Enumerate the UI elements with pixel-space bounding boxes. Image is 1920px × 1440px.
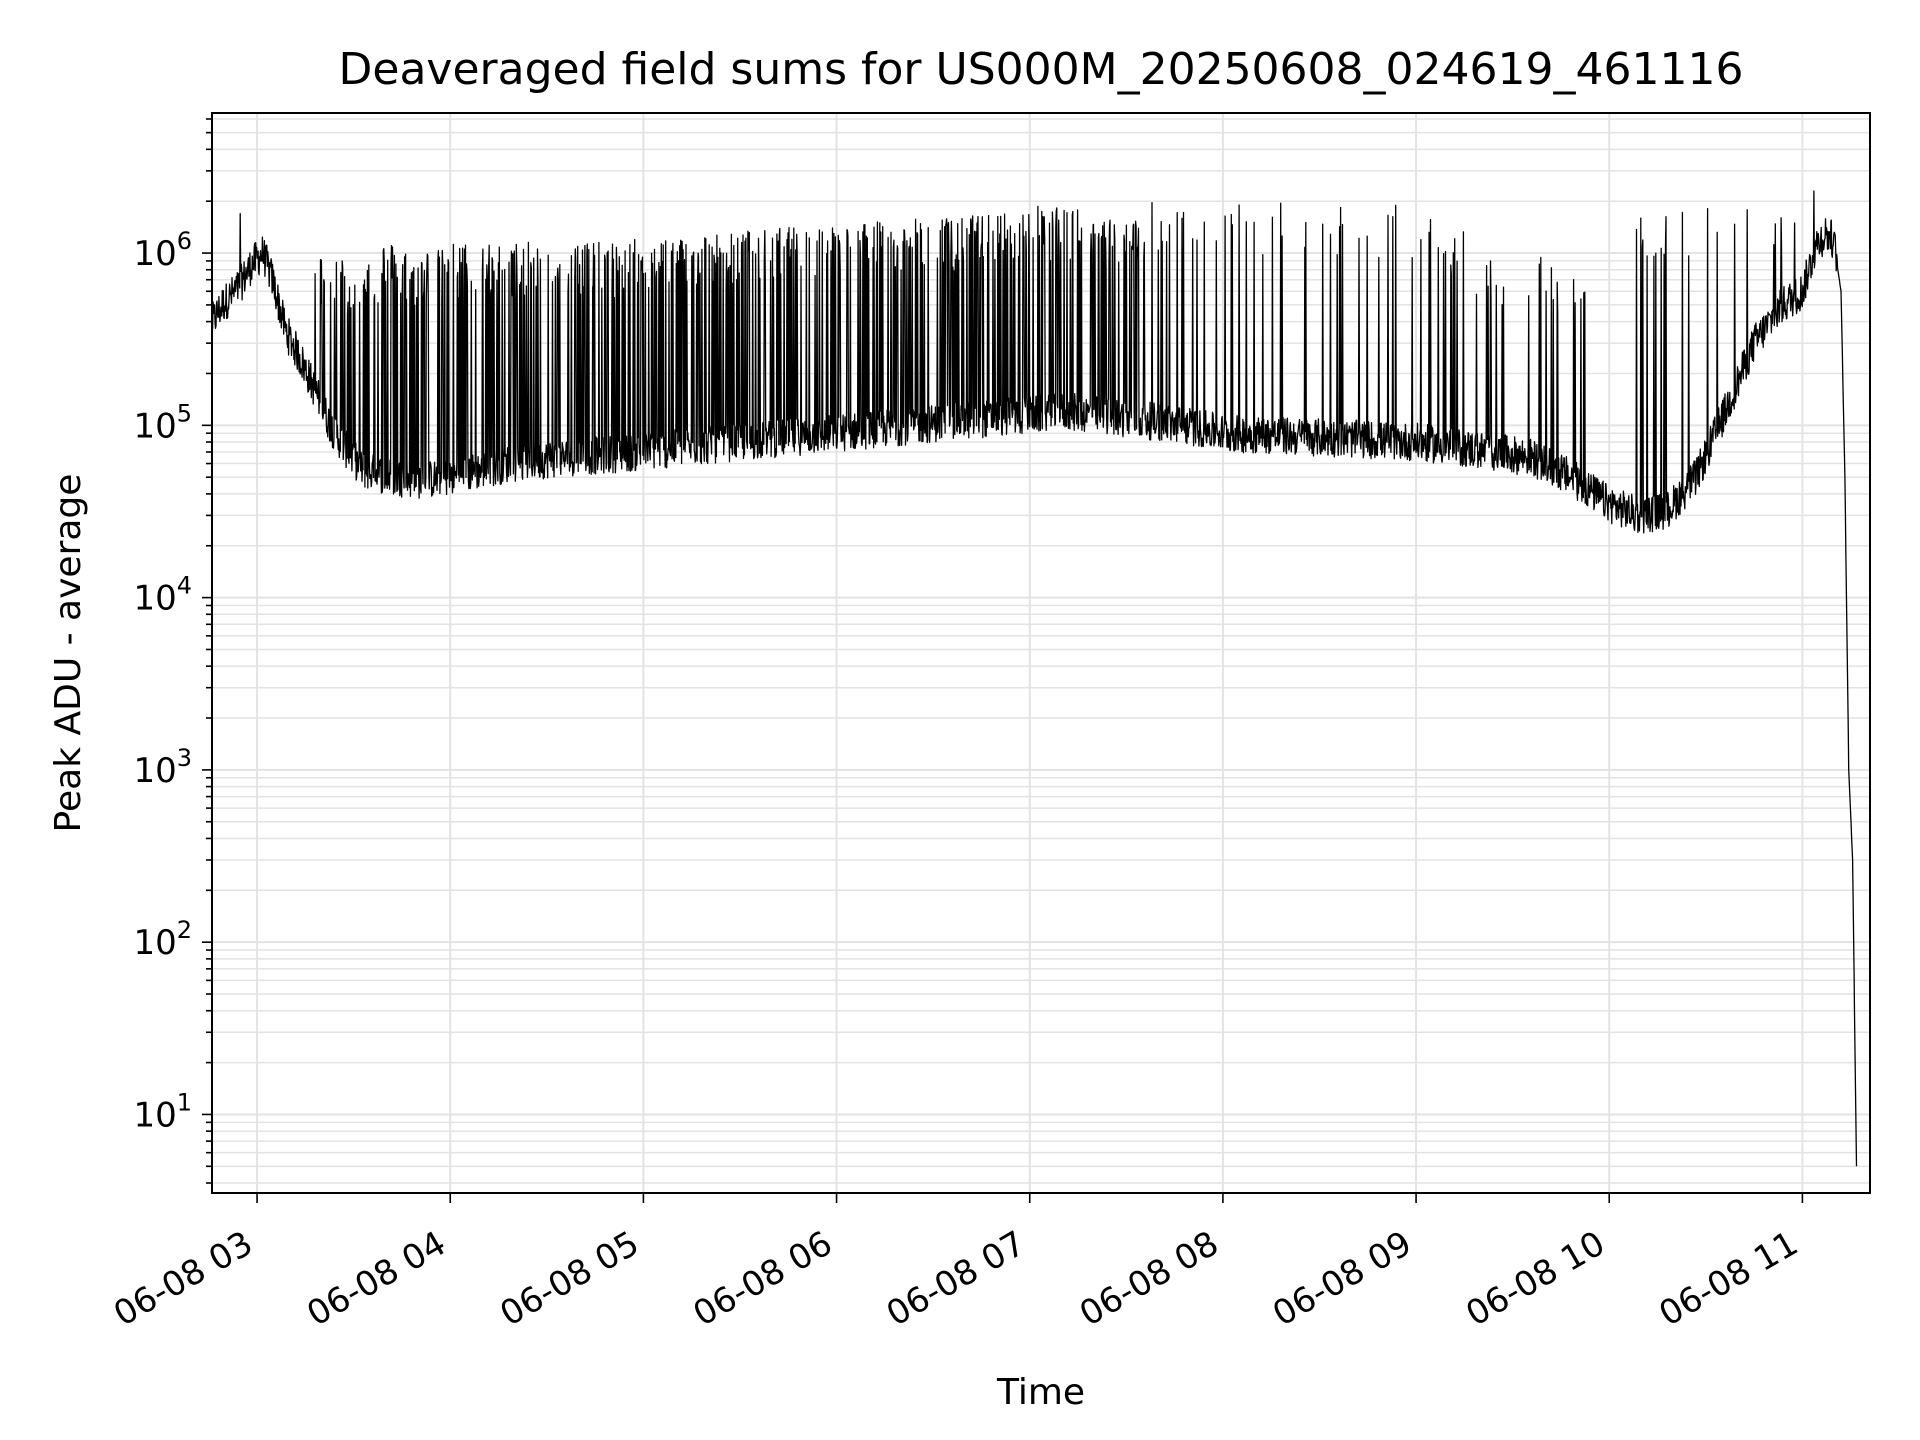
axes-frame — [211, 112, 1871, 1194]
y-tick-label-base: 10 — [133, 579, 176, 619]
y-tick-label: 102 — [133, 916, 192, 963]
plot-area — [211, 190, 1858, 1167]
series-line — [211, 190, 1858, 1167]
y-tick-label-exponent: 1 — [177, 1088, 192, 1116]
y-tick-label-base: 10 — [133, 751, 176, 791]
y-tick-label: 105 — [133, 399, 192, 446]
y-tick-label-base: 10 — [133, 923, 176, 963]
y-tick-label-exponent: 5 — [177, 399, 192, 427]
y-tick-label-base: 10 — [133, 234, 176, 274]
y-tick-label: 101 — [133, 1088, 192, 1135]
y-tick-label-exponent: 6 — [177, 227, 192, 255]
y-tick-label-exponent: 3 — [177, 744, 192, 772]
y-tick-label-base: 10 — [133, 406, 176, 446]
y-tick-label: 104 — [133, 572, 192, 619]
y-tick-label: 106 — [133, 227, 192, 274]
y-tick-label-exponent: 4 — [177, 572, 192, 600]
y-axis-label: Peak ADU - average — [48, 474, 89, 833]
y-tick-label-base: 10 — [133, 1095, 176, 1135]
y-tick-label: 103 — [133, 744, 192, 791]
y-tick-label-exponent: 2 — [177, 916, 192, 944]
x-axis-label: Time — [996, 1372, 1085, 1413]
chart-title: Deaveraged field sums for US000M_2025060… — [339, 44, 1744, 95]
